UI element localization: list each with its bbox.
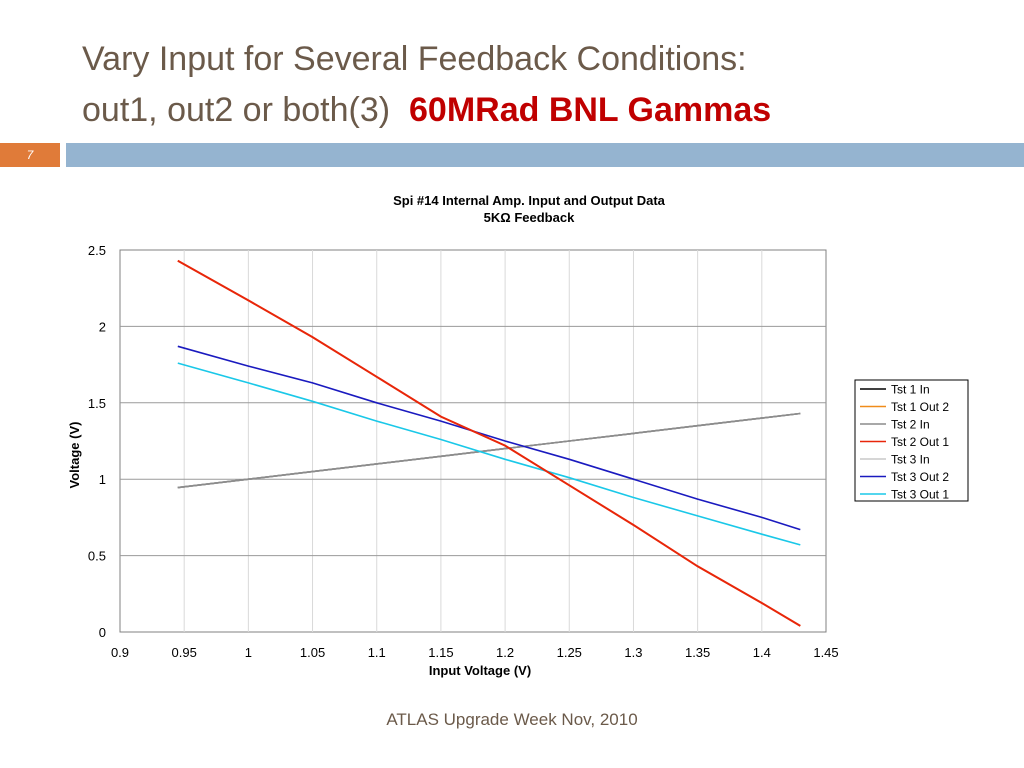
y-tick-label: 0.5 xyxy=(88,549,106,564)
x-tick-label: 1.3 xyxy=(624,645,642,660)
series-line-tst-3-out-2 xyxy=(177,345,801,531)
legend-label-tst-2-in: Tst 2 In xyxy=(891,418,930,432)
title-line-2: out1, out2 or both(3) xyxy=(82,91,391,129)
y-tick-label: 2.5 xyxy=(88,243,106,258)
slide-title: Vary Input for Several Feedback Conditio… xyxy=(82,34,1012,136)
y-tick-label: 1.5 xyxy=(88,396,106,411)
legend: Tst 1 In Tst 1 Out 2 Tst 2 In Tst 2 Out 1 Ts… xyxy=(854,379,969,502)
series-line-tst-3-out-1 xyxy=(177,362,801,546)
x-tick-label: 1.2 xyxy=(496,645,514,660)
y-axis-label: Voltage (V) xyxy=(67,422,82,489)
title-underline-bar xyxy=(66,143,1024,167)
x-tick-label: 0.9 xyxy=(111,645,129,660)
y-tick-label: 1 xyxy=(99,472,106,487)
x-tick-label: 1.1 xyxy=(368,645,386,660)
x-tick-label: 1.45 xyxy=(813,645,838,660)
x-tick-label: 1.35 xyxy=(685,645,710,660)
plot-area xyxy=(119,249,827,633)
x-tick-label: 1.4 xyxy=(753,645,771,660)
legend-label-tst-1-out-2: Tst 1 Out 2 xyxy=(891,400,949,414)
footer-text: ATLAS Upgrade Week Nov, 2010 xyxy=(386,710,638,729)
legend-label-tst-1-in: Tst 1 In xyxy=(891,383,930,397)
legend-label-tst-3-out-1: Tst 3 Out 1 xyxy=(891,488,949,502)
title-line-1: Vary Input for Several Feedback Conditio… xyxy=(82,40,747,78)
x-tick-label: 0.95 xyxy=(172,645,197,660)
legend-box xyxy=(854,379,969,502)
legend-items: Tst 1 In Tst 1 Out 2 Tst 2 In Tst 2 Out 1 Ts… xyxy=(860,383,949,502)
title-accent: 60MRad BNL Gammas xyxy=(409,91,772,129)
chart-subtitle: 5KΩ Feedback xyxy=(484,210,575,225)
legend-label-tst-2-out-1: Tst 2 Out 1 xyxy=(891,435,949,449)
series-lines xyxy=(177,259,801,627)
x-axis-ticks: 0.9 0.95 1 1.05 1.1 1.15 1.2 1.25 1.3 1.35 1.4 1.45 xyxy=(111,645,839,660)
x-tick-label: 1 xyxy=(245,645,252,660)
y-tick-label: 2 xyxy=(99,319,106,334)
series-line-tst-2-out-1 xyxy=(177,259,801,627)
slide-number: 7 xyxy=(0,143,60,167)
chart-title: Spi #14 Internal Amp. Input and Output D… xyxy=(393,193,666,208)
x-axis-label: Input Voltage (V) xyxy=(429,663,531,678)
line-chart: Spi #14 Internal Amp. Input and Output D… xyxy=(67,193,969,678)
y-tick-label: 0 xyxy=(99,625,106,640)
legend-label-tst-3-out-2: Tst 3 Out 2 xyxy=(891,470,949,484)
y-axis-ticks: 0 0.5 1 1.5 2 2.5 xyxy=(88,243,106,640)
x-tick-label: 1.25 xyxy=(557,645,582,660)
x-tick-label: 1.15 xyxy=(428,645,453,660)
legend-label-tst-3-in: Tst 3 In xyxy=(891,453,930,467)
x-tick-label: 1.05 xyxy=(300,645,325,660)
series-line-tst-2-in xyxy=(177,412,801,489)
